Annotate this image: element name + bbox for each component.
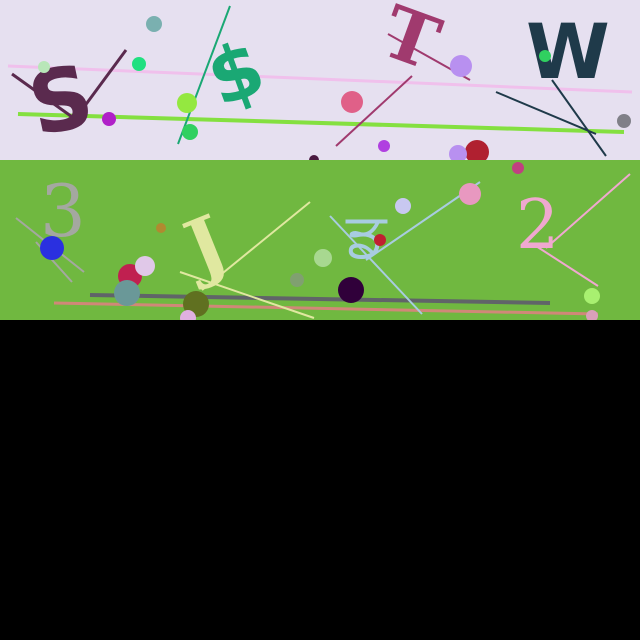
line <box>335 75 413 147</box>
dot <box>102 112 116 126</box>
bottom-panel-drawing: 3 J ਡ 2 <box>0 160 640 320</box>
dot <box>132 57 146 71</box>
glyph: 2 <box>516 186 559 265</box>
line <box>535 245 599 287</box>
dot <box>290 273 304 287</box>
dot <box>512 162 524 174</box>
top-panel-drawing: S $ T W <box>0 0 640 160</box>
dot <box>38 61 50 73</box>
line <box>329 215 423 315</box>
line <box>495 91 597 135</box>
dot <box>182 124 198 140</box>
line <box>179 271 315 319</box>
line <box>89 293 551 305</box>
empty-lower-area <box>0 320 640 640</box>
top-panel: S $ T W <box>0 0 640 160</box>
dot <box>395 198 411 214</box>
dot <box>156 223 166 233</box>
dot <box>449 145 467 160</box>
line <box>545 173 631 249</box>
dot <box>341 91 363 113</box>
dot <box>338 277 364 303</box>
dot <box>586 310 598 320</box>
bottom-panel: 3 J ਡ 2 <box>0 160 640 320</box>
line <box>551 79 607 157</box>
dot <box>584 288 600 304</box>
line <box>68 49 128 127</box>
dot <box>378 140 390 152</box>
dot <box>180 310 196 320</box>
dot <box>374 234 386 246</box>
line <box>177 5 231 145</box>
dot <box>450 55 472 77</box>
line <box>53 301 599 316</box>
dot <box>459 183 481 205</box>
dot <box>309 155 319 160</box>
dot <box>135 256 155 276</box>
glyph: W <box>526 7 610 96</box>
dot <box>40 236 64 260</box>
dot <box>314 249 332 267</box>
dot <box>539 50 551 62</box>
dot <box>114 280 140 306</box>
line <box>17 112 625 134</box>
dot <box>146 16 162 32</box>
dot <box>465 140 489 160</box>
line <box>11 72 83 126</box>
line <box>201 201 311 291</box>
dot <box>177 93 197 113</box>
dot <box>617 114 631 128</box>
